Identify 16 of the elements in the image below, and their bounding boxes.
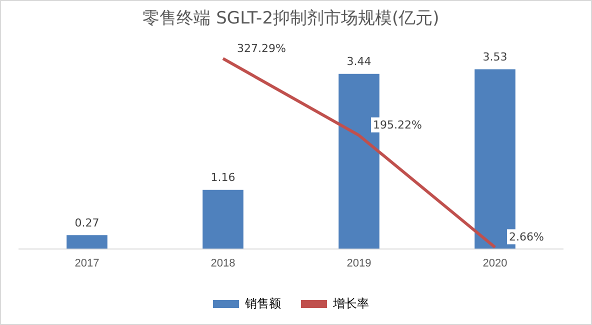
x-tick-label: 2020 bbox=[482, 257, 508, 270]
x-tick-label: 2019 bbox=[346, 257, 372, 270]
x-tick-label: 2018 bbox=[210, 257, 236, 270]
data-label: 3.53 bbox=[482, 50, 508, 64]
chart-title: 零售终端 SGLT-2抑制剂市场规模(亿元) bbox=[142, 8, 440, 29]
legend-label: 销售额 bbox=[244, 296, 281, 310]
bar bbox=[202, 190, 244, 249]
data-label: 195.22% bbox=[373, 118, 422, 132]
legend-label: 增长率 bbox=[332, 296, 369, 310]
data-label: 1.16 bbox=[210, 171, 236, 184]
x-tick-label: 2017 bbox=[74, 257, 100, 270]
data-label: 327.29% bbox=[237, 42, 286, 55]
data-label: 0.27 bbox=[74, 216, 100, 230]
bar bbox=[66, 235, 108, 249]
data-label: 2.66% bbox=[509, 230, 544, 244]
data-label: 3.44 bbox=[346, 55, 372, 68]
